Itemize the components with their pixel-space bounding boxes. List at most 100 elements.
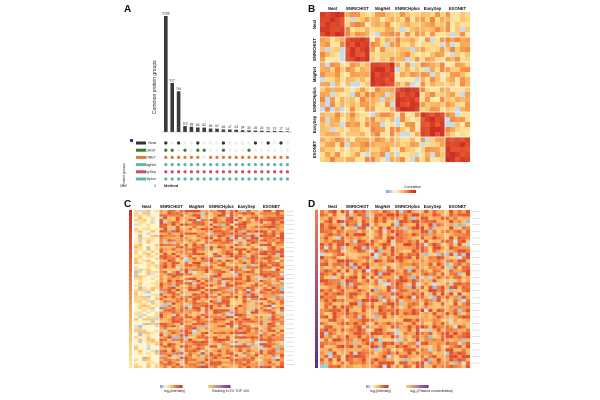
intensity-cell bbox=[336, 292, 341, 296]
intensity-cell bbox=[420, 265, 425, 270]
corr-cell bbox=[465, 112, 471, 118]
row-annotation bbox=[129, 361, 132, 364]
corr-cell bbox=[375, 137, 381, 143]
corr-cell bbox=[340, 92, 346, 98]
intensity-cell bbox=[411, 265, 416, 270]
intensity-cell bbox=[370, 236, 375, 240]
corr-cell bbox=[415, 72, 421, 78]
corr-cell bbox=[420, 87, 426, 93]
intensity-cell bbox=[192, 212, 197, 215]
corr-cell bbox=[395, 152, 401, 158]
intensity-cell bbox=[163, 234, 168, 238]
intensity-cell bbox=[179, 248, 185, 251]
intensity-cell bbox=[415, 298, 421, 303]
intensity-cell bbox=[378, 265, 383, 270]
intensity-cell bbox=[259, 358, 264, 362]
intensity-cell bbox=[428, 285, 433, 290]
intensity-cell bbox=[246, 304, 251, 308]
intensity-cell bbox=[209, 343, 214, 346]
intensity-cell bbox=[217, 264, 222, 267]
intensity-cell bbox=[175, 289, 180, 292]
intensity-cell bbox=[386, 282, 391, 286]
matrix-dot-2-3 bbox=[177, 148, 181, 152]
intensity-cell bbox=[279, 322, 285, 326]
intensity-cell bbox=[365, 226, 371, 230]
intensity-cell bbox=[175, 302, 180, 305]
intensity-cell bbox=[465, 223, 471, 227]
intensity-cell bbox=[332, 292, 337, 296]
corr-cell bbox=[450, 157, 456, 163]
intensity-cell bbox=[179, 237, 185, 240]
intensity-cell bbox=[250, 318, 255, 321]
matrix-dot-6-4 bbox=[183, 177, 187, 181]
intensity-cell bbox=[192, 307, 197, 310]
corr-cell bbox=[390, 22, 396, 28]
intensity-cell bbox=[217, 239, 222, 242]
corr-cell bbox=[320, 47, 326, 53]
intensity-cell bbox=[150, 275, 155, 278]
corr-cell bbox=[415, 157, 421, 163]
intensity-cell bbox=[171, 365, 176, 369]
intensity-cell bbox=[167, 338, 172, 341]
intensity-cell bbox=[209, 250, 214, 253]
intensity-cell bbox=[259, 210, 264, 213]
intensity-cell bbox=[154, 212, 160, 215]
intensity-cell bbox=[184, 225, 189, 229]
corr-cell bbox=[455, 112, 461, 118]
corr-colorbar-step bbox=[392, 190, 394, 193]
intensity-cell bbox=[424, 272, 429, 276]
intensity-cell bbox=[365, 252, 371, 257]
intensity-cell bbox=[229, 349, 235, 353]
intensity-cell bbox=[242, 298, 247, 301]
intensity-cell bbox=[259, 289, 264, 292]
intensity-cell bbox=[374, 233, 379, 237]
intensity-cell bbox=[465, 279, 471, 283]
intensity-cell bbox=[134, 318, 139, 321]
intensity-cell bbox=[188, 313, 193, 317]
intensity-cell bbox=[204, 214, 210, 217]
intensity-cell bbox=[200, 234, 205, 238]
row-annotation bbox=[129, 365, 132, 369]
intensity-cell bbox=[242, 318, 247, 321]
intensity-cell bbox=[192, 234, 197, 238]
intensity-cell bbox=[436, 295, 441, 299]
intensity-cell bbox=[340, 289, 346, 293]
intensity-cell bbox=[395, 269, 400, 273]
intensity-cell bbox=[386, 252, 391, 257]
matrix-dot-1-5 bbox=[189, 141, 193, 145]
intensity-cell bbox=[267, 275, 272, 278]
intensity-cell bbox=[250, 257, 255, 260]
corr-cell bbox=[410, 22, 416, 28]
intensity-cell bbox=[163, 216, 168, 220]
corr-cell bbox=[375, 62, 381, 68]
intensity-cell bbox=[259, 239, 264, 242]
intensity-cell bbox=[171, 210, 176, 213]
corr-cell bbox=[370, 132, 376, 138]
intensity-cell bbox=[461, 210, 466, 214]
intensity-cell bbox=[328, 279, 333, 283]
intensity-cell bbox=[357, 262, 362, 267]
corr-cell bbox=[460, 152, 466, 158]
row-annotation bbox=[315, 236, 318, 240]
matrix-dot-3-8 bbox=[209, 155, 213, 159]
intensity-cell bbox=[204, 284, 210, 287]
intensity-cell bbox=[357, 246, 362, 250]
intensity-cell bbox=[209, 237, 214, 240]
intensity-cell bbox=[188, 365, 193, 369]
intensity-cell bbox=[254, 334, 260, 337]
intensity-cell bbox=[217, 345, 222, 348]
intensity-cell bbox=[254, 327, 260, 330]
intensity-cell bbox=[163, 241, 168, 244]
intensity-cell bbox=[142, 261, 147, 265]
intensity-cell bbox=[254, 279, 260, 283]
intensity-cell bbox=[163, 261, 168, 265]
corr-cell bbox=[360, 122, 366, 128]
corr-cell bbox=[335, 47, 341, 53]
corr-cell bbox=[320, 107, 326, 113]
intensity-cell bbox=[171, 268, 176, 271]
intensity-cell bbox=[457, 210, 462, 214]
intensity-cells-c bbox=[129, 210, 294, 369]
intensity-cell bbox=[138, 241, 143, 244]
intensity-cell bbox=[225, 223, 230, 226]
intensity-cell bbox=[146, 216, 151, 220]
